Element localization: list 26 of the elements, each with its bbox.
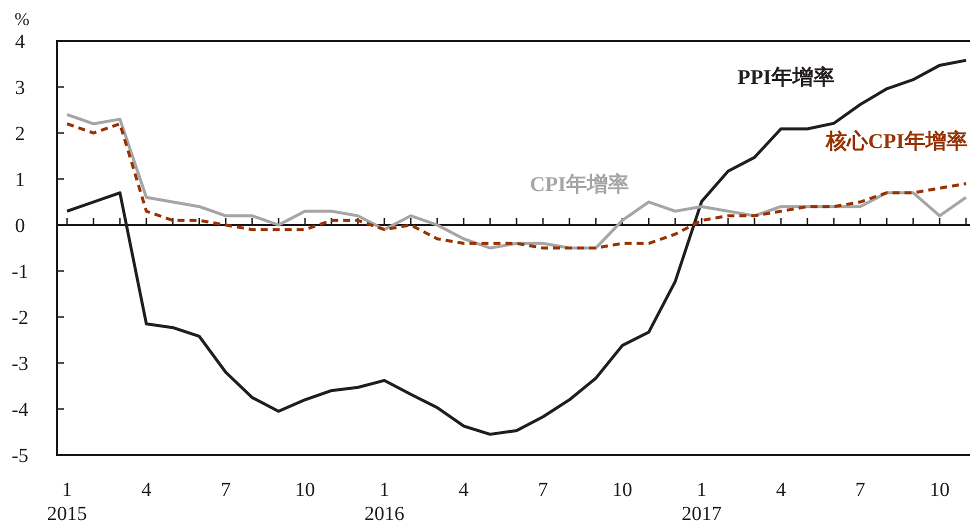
series-label: CPI年增率 (530, 172, 630, 196)
y-tick-label: 1 (15, 169, 25, 191)
y-tick-label: -3 (12, 353, 28, 375)
x-tick-label: 4 (141, 479, 152, 501)
y-tick-label: -2 (12, 307, 28, 329)
y-tick-label: 2 (15, 123, 25, 145)
x-tick-label: 10 (612, 479, 632, 501)
series-label: PPI年增率 (738, 64, 834, 89)
x-tick-label: 1 2016 (364, 479, 404, 525)
y-tick-label: -1 (12, 261, 28, 283)
x-tick-label: 10 (295, 479, 316, 501)
x-tick-label: 4 (776, 479, 786, 501)
y-tick-label: 3 (15, 77, 25, 99)
x-tick-label: 1 2017 (682, 479, 722, 525)
y-tick-label: 0 (15, 215, 25, 237)
y-tick-label: -5 (12, 445, 28, 467)
series-label: 核心CPI年增率 (825, 128, 968, 153)
x-tick-label: 7 (855, 479, 866, 501)
y-tick-label: 4 (15, 31, 25, 53)
y-tick-label: -4 (12, 399, 28, 421)
x-tick-label: 1 2015 (47, 479, 88, 525)
x-tick-label: 4 (458, 479, 469, 501)
x-tick-label: 7 (538, 479, 548, 501)
x-tick-label: 10 (930, 479, 950, 501)
y-axis-title: % (14, 9, 30, 29)
x-tick-label: 7 (220, 479, 231, 501)
